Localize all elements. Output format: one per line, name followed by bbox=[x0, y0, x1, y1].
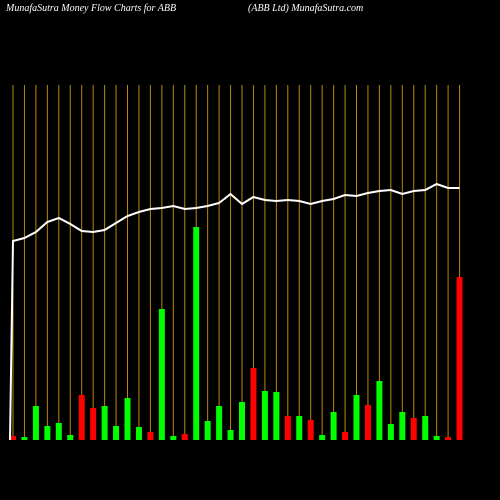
bar bbox=[284, 416, 291, 440]
bar bbox=[181, 434, 188, 440]
bar bbox=[101, 406, 108, 440]
bar bbox=[261, 391, 268, 440]
bar bbox=[124, 398, 131, 440]
bar bbox=[387, 424, 394, 440]
bar bbox=[422, 416, 429, 440]
price-line bbox=[9, 182, 460, 441]
bar bbox=[32, 406, 39, 440]
bar bbox=[307, 420, 314, 440]
bar bbox=[55, 423, 62, 440]
bar bbox=[456, 277, 463, 440]
chart-subtitle: (ABB Ltd) MunafaSutra.com bbox=[248, 3, 363, 14]
bar bbox=[239, 402, 245, 440]
bar bbox=[433, 436, 440, 440]
bar bbox=[445, 437, 452, 440]
bar bbox=[399, 412, 406, 440]
bar bbox=[204, 421, 211, 440]
bar bbox=[376, 381, 383, 440]
bar bbox=[78, 395, 85, 440]
bar bbox=[113, 426, 120, 440]
bar bbox=[10, 436, 16, 440]
bar bbox=[44, 426, 51, 440]
bar bbox=[158, 309, 165, 440]
bar bbox=[147, 432, 154, 440]
bar bbox=[135, 427, 142, 440]
bar bbox=[296, 416, 303, 440]
bar bbox=[364, 405, 371, 440]
bar bbox=[410, 418, 417, 440]
bar bbox=[273, 392, 280, 440]
bar bbox=[342, 432, 349, 440]
bar bbox=[193, 227, 200, 440]
bar bbox=[21, 437, 28, 440]
bar bbox=[216, 406, 223, 440]
bar bbox=[319, 435, 326, 440]
bar bbox=[170, 436, 177, 440]
bar bbox=[90, 408, 97, 440]
bar bbox=[250, 368, 257, 440]
bar bbox=[67, 435, 74, 440]
chart-title: MunafaSutra Money Flow Charts for ABB bbox=[5, 3, 176, 14]
bar bbox=[227, 430, 234, 440]
bar bbox=[330, 412, 337, 440]
bar bbox=[353, 395, 360, 440]
